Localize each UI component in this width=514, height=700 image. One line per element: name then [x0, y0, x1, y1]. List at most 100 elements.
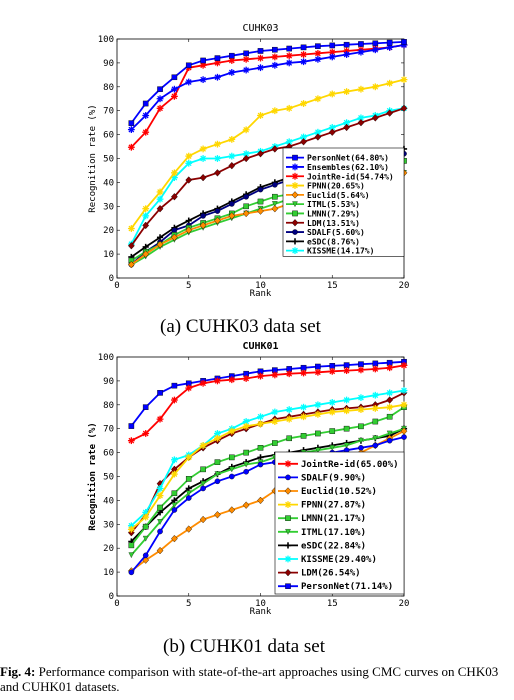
y-tick-label: 40: [103, 496, 114, 506]
data-point: [214, 55, 221, 61]
data-point: [142, 404, 149, 410]
data-point: [199, 515, 207, 524]
data-point: [271, 408, 279, 416]
data-point: [127, 126, 135, 133]
data-point: [343, 51, 350, 58]
data-point: [343, 41, 350, 48]
data-point: [157, 504, 163, 511]
data-point: [329, 42, 336, 49]
data-point: [142, 552, 149, 559]
legend: PersonNet(64.80%)Ensembles(62.10%)JointR…: [282, 147, 405, 257]
data-point: [386, 396, 394, 404]
legend-entry: Ensembles(62.10%): [286, 163, 389, 172]
data-point: [257, 420, 264, 428]
legend-entry: eSDC(8.76%): [286, 237, 360, 246]
series-line: [130, 364, 405, 442]
y-tick-label: 20: [103, 226, 114, 236]
data-point: [272, 46, 278, 53]
data-point: [300, 369, 307, 377]
y-tick-label: 0: [109, 592, 114, 602]
data-point: [214, 434, 221, 442]
data-point: [242, 126, 250, 134]
data-point: [329, 445, 336, 451]
data-point: [142, 100, 149, 107]
x-tick-label: 10: [255, 599, 266, 609]
data-point: [257, 54, 264, 62]
data-point: [185, 152, 193, 160]
legend-label: KISSME(29.40%): [301, 555, 377, 565]
data-point: [386, 389, 394, 397]
y-tick-label: 60: [103, 131, 114, 141]
data-point: [171, 507, 178, 513]
data-point: [358, 445, 364, 451]
data-point: [142, 128, 150, 136]
data-point: [257, 198, 264, 205]
legend: JointRe-id(65.00%) SDALF(9.90%) Euclid(10.…: [274, 451, 405, 595]
legend-marker: [284, 568, 292, 577]
data-point: [156, 188, 164, 196]
legend-label: JointRe-id(65.00%): [301, 459, 399, 470]
legend-marker: [291, 172, 299, 180]
x-tick-label: 5: [186, 281, 191, 291]
data-point: [127, 437, 135, 445]
data-point: [257, 150, 264, 158]
legend-entry: PersonNet(64.80%): [286, 154, 389, 163]
legend-marker: [292, 229, 298, 235]
x-axis-label: Rank: [250, 607, 272, 617]
data-point: [128, 120, 135, 126]
legend-marker: [285, 529, 291, 535]
data-point: [343, 367, 350, 375]
data-point: [300, 133, 307, 141]
y-tick-label: 30: [103, 520, 114, 530]
legend-marker: [285, 515, 291, 521]
data-point: [357, 394, 365, 402]
data-point: [199, 379, 207, 387]
data-point: [285, 138, 293, 146]
x-tick-label: 15: [327, 281, 338, 291]
data-point: [200, 213, 206, 219]
data-point: [343, 396, 350, 404]
data-point: [328, 408, 336, 416]
legend-entry: ITML(17.10%): [278, 528, 366, 538]
data-point: [171, 382, 178, 389]
data-point: [185, 78, 193, 86]
data-point: [128, 552, 135, 559]
data-point: [228, 454, 235, 461]
series-jointre-id: [127, 41, 408, 151]
legend-marker: [291, 191, 299, 199]
data-point: [271, 204, 279, 213]
data-point: [257, 461, 264, 468]
data-point: [128, 569, 135, 576]
data-point: [228, 427, 236, 435]
series-jointre-id: [127, 361, 408, 445]
data-point: [357, 406, 365, 413]
data-point: [343, 362, 350, 368]
y-axis-label: Recognition rate (%): [88, 104, 98, 212]
data-point: [214, 73, 221, 81]
data-point: [243, 449, 249, 456]
series-personnet: [128, 358, 407, 429]
data-point: [243, 468, 249, 475]
x-tick-label: 0: [114, 599, 119, 609]
y-tick-label: 90: [103, 377, 114, 387]
data-point: [228, 201, 235, 207]
data-point: [185, 495, 192, 501]
subcaption-a: (a) CUHK03 data set: [160, 316, 321, 337]
legend-entry: FPNN(20.65%): [286, 182, 365, 191]
data-point: [199, 155, 207, 162]
data-point: [358, 437, 364, 444]
data-point: [214, 459, 221, 465]
legend-entry: KISSME(29.40%): [278, 555, 377, 565]
data-point: [156, 195, 164, 203]
data-point: [314, 49, 322, 57]
series-itml: [128, 425, 407, 559]
legend-entry: KISSME(14.17%): [286, 247, 374, 256]
data-point: [272, 440, 278, 446]
data-point: [228, 152, 236, 160]
chart-1: 0 10 20 30 40 50 60 70 80 90 100 0 5 10 15 20 CUHK03 Rank…: [88, 23, 409, 299]
y-tick-label: 70: [103, 425, 114, 435]
y-tick-label: 80: [103, 83, 114, 93]
legend-entry: LDM(26.54%): [278, 569, 361, 579]
legend-entry: ITML(5.53%): [286, 200, 360, 209]
y-axis-label: Recognition rate (%): [87, 422, 98, 530]
